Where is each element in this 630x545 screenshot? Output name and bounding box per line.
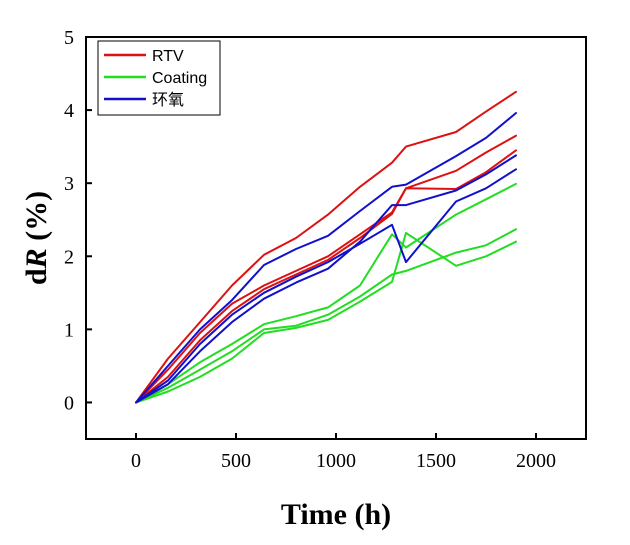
y-axis-title-variable: R	[20, 248, 53, 269]
y-axis-title-prefix: d	[20, 268, 53, 285]
x-tick-label: 0	[131, 450, 141, 472]
x-tick-label: 1500	[416, 450, 456, 472]
series-line-8	[135, 168, 517, 404]
x-tick-label: 2000	[516, 450, 556, 472]
y-tick-label: 3	[64, 173, 74, 195]
y-tick-label: 1	[64, 319, 74, 341]
y-tick-label: 5	[64, 27, 74, 49]
series-layer	[135, 90, 517, 404]
legend-label: Coating	[152, 70, 207, 87]
series-line-2	[135, 134, 517, 404]
x-tick-label: 500	[221, 450, 251, 472]
series-line-4	[135, 182, 517, 404]
legend-label: 环氧	[152, 91, 184, 109]
ticks-layer: 0 500 1000 1500 2000 0 1 2 3 4 5	[64, 27, 556, 472]
legend-label: RTV	[152, 48, 184, 65]
y-tick-label: 2	[64, 246, 74, 268]
legend: RTV Coating 环氧	[97, 40, 221, 116]
series-line-1	[135, 149, 517, 404]
x-tick-label: 1000	[316, 450, 356, 472]
series-line-6	[135, 231, 517, 404]
x-axis-title: Time (h)	[281, 498, 391, 531]
series-line-5	[135, 228, 517, 404]
series-line-3	[135, 90, 517, 404]
y-axis-title: dR (%)	[20, 191, 53, 285]
y-tick-label: 4	[64, 100, 74, 122]
series-line-7	[135, 112, 517, 404]
series-line-9	[135, 154, 517, 404]
y-tick-label: 0	[64, 392, 74, 414]
y-axis-title-suffix: (%)	[20, 191, 53, 248]
